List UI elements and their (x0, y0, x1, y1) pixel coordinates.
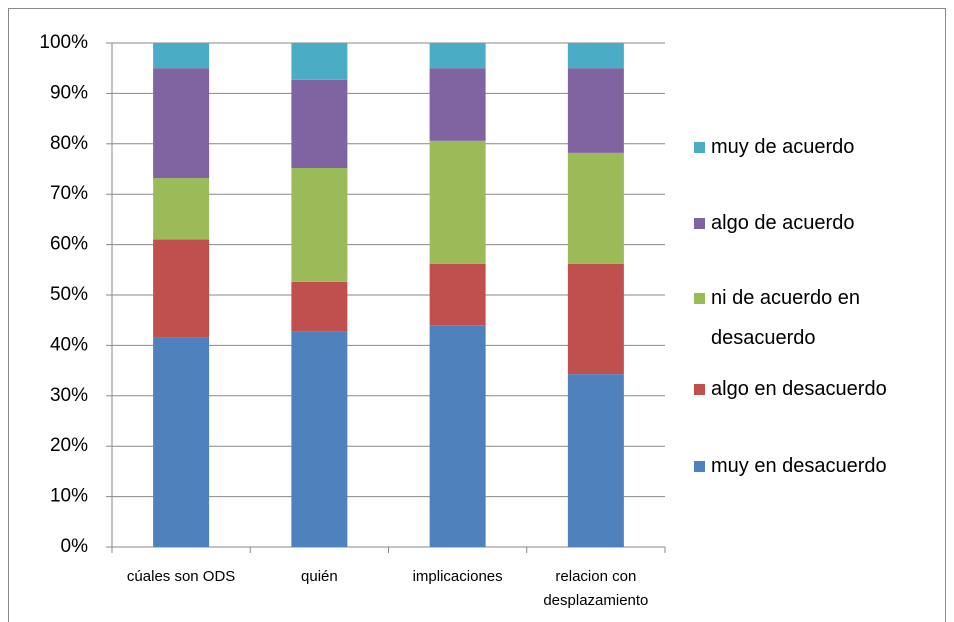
bar-segment (429, 43, 486, 69)
legend-swatch (694, 384, 705, 395)
bar-segment (153, 178, 210, 240)
y-tick-label: 10% (50, 486, 88, 507)
legend-item: ni de acuerdo en desacuerdo (694, 278, 944, 358)
bar-segment (429, 140, 486, 264)
y-tick-label: 40% (50, 334, 88, 355)
bar-segment (567, 68, 624, 153)
bar-segment (291, 79, 348, 168)
bar-segment (567, 263, 624, 375)
legend-label: muy en desacuerdo (711, 455, 887, 477)
bar-segment (153, 239, 210, 338)
x-tick-label: implicaciones (412, 568, 503, 585)
legend-item: algo en desacuerdo (694, 369, 944, 409)
y-tick-label: 70% (50, 183, 88, 204)
legend-swatch (694, 293, 705, 304)
bar-segment (153, 43, 210, 69)
legend-label: ni de acuerdo en desacuerdo (711, 287, 861, 349)
y-tick-label: 0% (61, 536, 89, 557)
y-tick-label: 100% (39, 32, 88, 53)
bar-segment (291, 331, 348, 547)
legend-item: muy de acuerdo (694, 127, 944, 167)
legend-swatch (694, 461, 705, 472)
x-tick-label: relacion con desplazamiento (543, 568, 649, 609)
legend-swatch (694, 218, 705, 229)
y-tick-label: 30% (50, 385, 88, 406)
bar-segment (429, 263, 486, 326)
legend-label: algo en desacuerdo (711, 378, 887, 400)
x-tick-label: quién (301, 568, 338, 585)
bar-segment (567, 43, 624, 69)
y-tick-label: 90% (50, 82, 88, 103)
y-tick-label: 50% (50, 284, 88, 305)
bar-segment (291, 43, 348, 80)
bar-segment (153, 68, 210, 179)
x-tick-label: cúales son ODS (126, 568, 236, 585)
chart-border (8, 8, 946, 622)
legend-swatch (694, 142, 705, 153)
bar-segment (567, 374, 624, 547)
bar-segment (291, 281, 348, 332)
legend-label: muy de acuerdo (711, 136, 855, 158)
y-tick-label: 60% (50, 234, 88, 255)
bar-segment (291, 167, 348, 282)
bar-segment (429, 68, 486, 141)
bar-segment (153, 337, 210, 547)
legend-label: algo de acuerdo (711, 212, 855, 234)
bar-segment (567, 152, 624, 264)
legend-item: algo de acuerdo (694, 203, 944, 243)
y-tick-label: 20% (50, 435, 88, 456)
legend-item: muy en desacuerdo (694, 446, 944, 486)
bar-segment (429, 325, 486, 547)
y-tick-label: 80% (50, 133, 88, 154)
